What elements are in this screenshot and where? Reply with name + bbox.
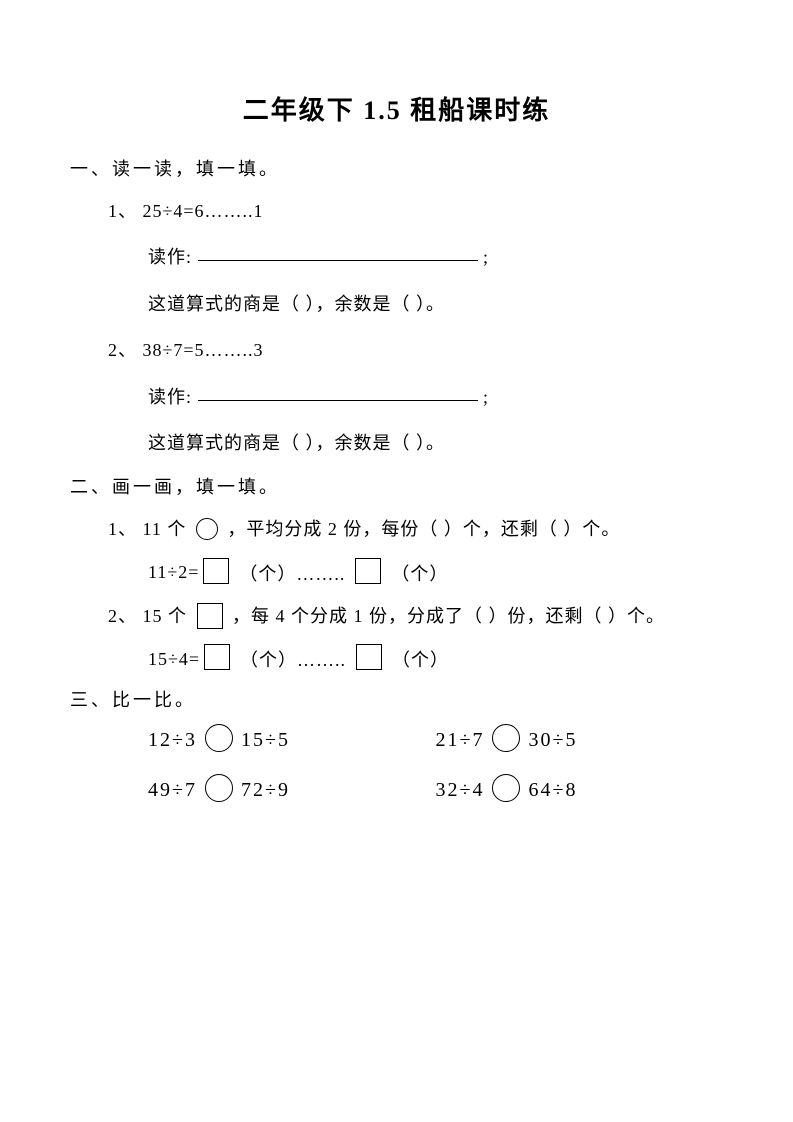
s2-q2-num: 2、	[108, 606, 137, 626]
s1-q1: 1、 25÷4=6……..1	[108, 195, 723, 227]
compare-item: 12÷3 15÷5	[148, 726, 436, 754]
s2-q1-after: ，平均分成 2 份，每份（ ）个，还剩（ ）个。	[227, 519, 620, 539]
section1-header: 一、读一读，填一填。	[70, 155, 723, 181]
semicolon: ;	[483, 247, 489, 267]
answer-box[interactable]	[203, 558, 229, 584]
s2-q1-num: 1、	[108, 519, 137, 539]
blank-line[interactable]	[198, 383, 478, 401]
square-icon	[197, 603, 223, 629]
s1-q1-num: 1、	[108, 201, 137, 221]
section3-header: 三、比一比。	[70, 686, 723, 712]
s1-q1-desc: 这道算式的商是（ ），余数是（ ）。	[148, 288, 723, 320]
s1-q2: 2、 38÷7=5……..3	[108, 334, 723, 366]
cmp-right: 15÷5	[241, 729, 290, 752]
semicolon: ;	[483, 387, 489, 407]
cmp-left: 32÷4	[436, 779, 485, 802]
compare-circle[interactable]	[492, 774, 520, 802]
answer-box[interactable]	[204, 644, 230, 670]
compare-row-1: 12÷3 15÷5 21÷7 30÷5	[148, 726, 723, 754]
s2-q2-unit1: （个）……..	[240, 646, 346, 672]
answer-box[interactable]	[356, 644, 382, 670]
cmp-left: 21÷7	[436, 729, 485, 752]
s2-q1-unit2: （个）	[391, 560, 448, 586]
compare-row-2: 49÷7 72÷9 32÷4 64÷8	[148, 776, 723, 804]
compare-circle[interactable]	[205, 774, 233, 802]
compare-item: 49÷7 72÷9	[148, 776, 436, 804]
s2-q1-eq-left: 11÷2=	[148, 562, 199, 583]
s1-q2-desc: 这道算式的商是（ ），余数是（ ）。	[148, 427, 723, 459]
compare-item: 32÷4 64÷8	[436, 776, 724, 804]
s1-q1-read: 读作: ;	[148, 241, 723, 273]
compare-circle[interactable]	[205, 724, 233, 752]
s2-q1-before: 11 个	[143, 519, 187, 539]
compare-item: 21÷7 30÷5	[436, 726, 724, 754]
cmp-right: 72÷9	[241, 779, 290, 802]
cmp-left: 49÷7	[148, 779, 197, 802]
answer-box[interactable]	[355, 558, 381, 584]
s2-q1-unit1: （个）……..	[239, 560, 345, 586]
s1-q2-read: 读作: ;	[148, 381, 723, 413]
cmp-right: 64÷8	[528, 779, 577, 802]
circle-icon	[196, 518, 218, 540]
s1-q1-read-label: 读作:	[148, 247, 192, 267]
s2-q2-eq-left: 15÷4=	[148, 649, 200, 670]
s2-q2-before: 15 个	[143, 606, 188, 626]
s1-q1-eq: 25÷4=6……..1	[143, 201, 264, 221]
s1-q2-num: 2、	[108, 340, 137, 360]
blank-line[interactable]	[198, 243, 478, 261]
cmp-left: 12÷3	[148, 729, 197, 752]
s1-q2-eq: 38÷7=5……..3	[143, 340, 264, 360]
s1-q2-read-label: 读作:	[148, 387, 192, 407]
compare-circle[interactable]	[492, 724, 520, 752]
s2-q1-eq: 11÷2= （个）…….. （个）	[148, 560, 723, 586]
s2-q2-eq: 15÷4= （个）…….. （个）	[148, 646, 723, 672]
s2-q1: 1、 11 个 ，平均分成 2 份，每份（ ）个，还剩（ ）个。	[108, 513, 723, 545]
cmp-right: 30÷5	[528, 729, 577, 752]
s2-q2-after: ，每 4 个分成 1 份，分成了（ ）份，还剩（ ）个。	[232, 606, 665, 626]
section2-header: 二、画一画，填一填。	[70, 473, 723, 499]
s2-q2: 2、 15 个 ，每 4 个分成 1 份，分成了（ ）份，还剩（ ）个。	[108, 600, 723, 632]
page-title: 二年级下 1.5 租船课时练	[70, 90, 723, 127]
s2-q2-unit2: （个）	[392, 646, 449, 672]
